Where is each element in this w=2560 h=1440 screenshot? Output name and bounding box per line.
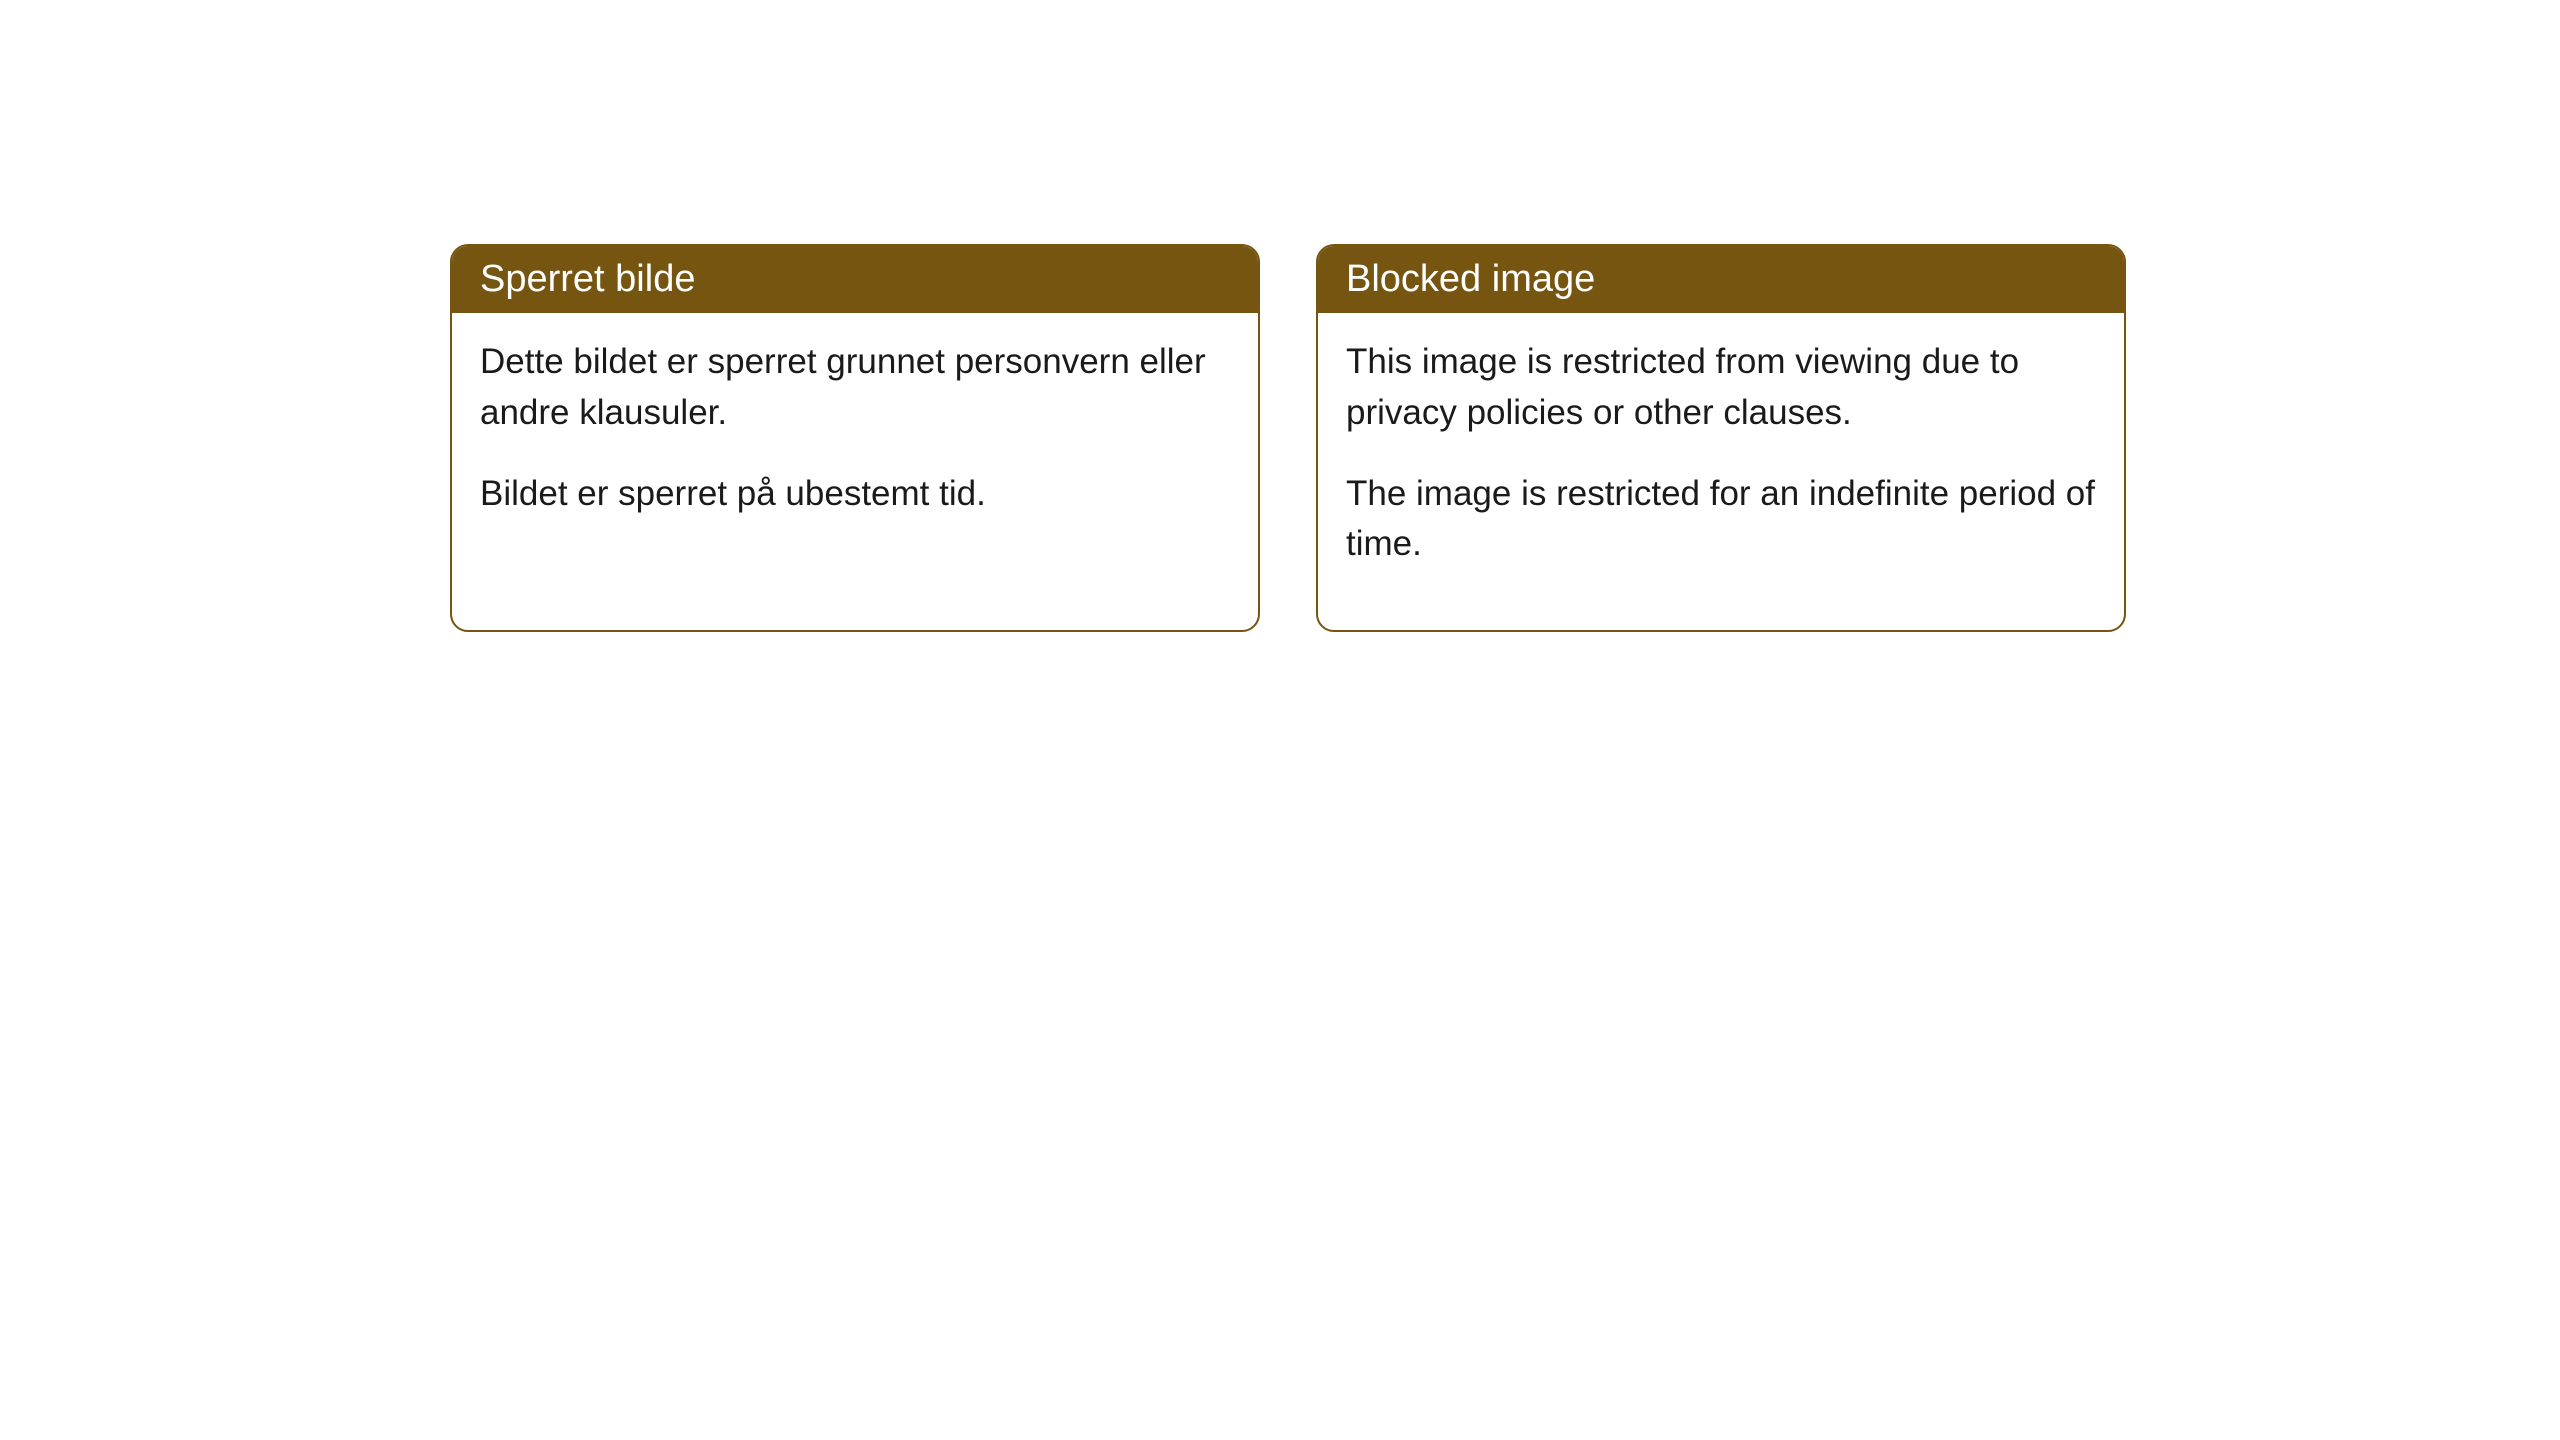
card-paragraph: Bildet er sperret på ubestemt tid. <box>480 469 1230 520</box>
card-body-english: This image is restricted from viewing du… <box>1318 313 2124 630</box>
notice-card-english: Blocked image This image is restricted f… <box>1316 244 2126 632</box>
card-header-english: Blocked image <box>1318 246 2124 313</box>
card-body-norwegian: Dette bildet er sperret grunnet personve… <box>452 313 1258 579</box>
card-paragraph: Dette bildet er sperret grunnet personve… <box>480 337 1230 439</box>
notice-cards-container: Sperret bilde Dette bildet er sperret gr… <box>450 244 2126 632</box>
card-paragraph: This image is restricted from viewing du… <box>1346 337 2096 439</box>
card-paragraph: The image is restricted for an indefinit… <box>1346 469 2096 571</box>
card-title: Sperret bilde <box>480 258 695 300</box>
card-header-norwegian: Sperret bilde <box>452 246 1258 313</box>
card-title: Blocked image <box>1346 258 1595 300</box>
notice-card-norwegian: Sperret bilde Dette bildet er sperret gr… <box>450 244 1260 632</box>
